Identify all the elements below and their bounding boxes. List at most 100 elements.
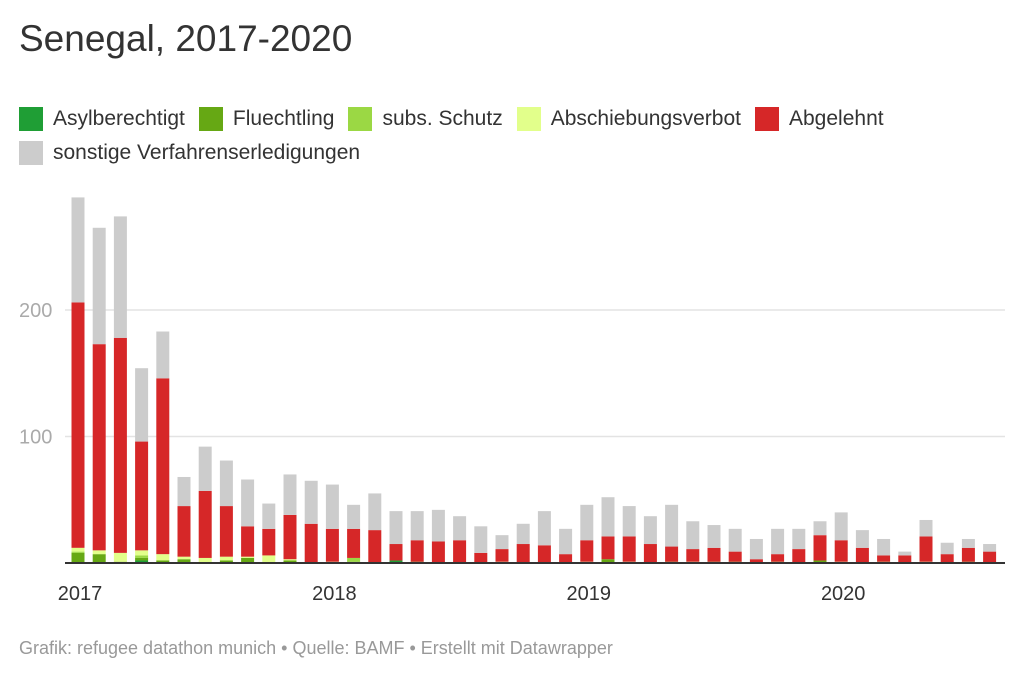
bar-segment: 2020-03 sonstige Verfahrenserledigungen:… — [877, 538, 891, 556]
bar-segment: 2017-08 sonstige Verfahrenserledigungen:… — [219, 460, 233, 507]
bar-segment: 2020-06 Abgelehnt: 7 — [940, 554, 954, 563]
legend-label: subs. Schutz — [382, 106, 503, 130]
bar-segment: 2019-01 Abgelehnt: 17 — [580, 540, 594, 562]
bar-segment: 2020-01 Abgelehnt: 17 — [834, 540, 848, 562]
legend-swatch — [198, 106, 223, 131]
bar-segment: 2017-09 sonstige Verfahrenserledigungen:… — [241, 479, 255, 527]
bar-segment: 2017-01 Abschiebungsverbot: 3 — [71, 547, 85, 552]
bar-segment: 2017-05 sonstige Verfahrenserledigungen:… — [156, 331, 170, 379]
bar-segment: 2018-08 sonstige Verfahrenserledigungen:… — [474, 526, 488, 553]
bar-segment: 2017-01 Fluechtling: 8 — [71, 552, 85, 563]
bar-segment: 2019-03 sonstige Verfahrenserledigungen:… — [622, 506, 636, 537]
bar-segment: 2018-06 sonstige Verfahrenserledigungen:… — [431, 509, 445, 542]
legend-item: Abschiebungsverbot — [516, 102, 741, 135]
bar-segment: 2017-04 sonstige Verfahrenserledigungen:… — [135, 368, 149, 442]
bar-segment: 2017-01 subs. Schutz: 1 — [71, 551, 85, 553]
bar-segment: 2019-11 sonstige Verfahrenserledigungen:… — [792, 528, 806, 550]
bar-segment: 2017-12 Abgelehnt: 31 — [304, 523, 318, 563]
bar-segment: 2018-05 sonstige Verfahrenserledigungen:… — [410, 511, 424, 541]
bar-segment: 2017-11 Fluechtling: 2 — [283, 560, 297, 563]
bar-segment: 2020-07 sonstige Verfahrenserledigungen:… — [961, 538, 975, 548]
bar-segment: 2019-10 sonstige Verfahrenserledigungen:… — [771, 528, 785, 555]
bar-segment: 2017-03 Abgelehnt: 170 — [113, 337, 127, 553]
bar-segment: 2017-02 Fluechtling: 7 — [92, 554, 106, 563]
bar-segment: 2018-12 Abgelehnt: 7 — [559, 554, 573, 563]
bar-segment: 2017-04 Abschiebungsverbot: 4 — [135, 550, 149, 556]
bar-segment: 2017-02 Abgelehnt: 163 — [92, 344, 106, 551]
bar-segment: 2019-12 Fluechtling: 2 — [813, 560, 827, 563]
bar-segment: 2017-11 Abgelehnt: 35 — [283, 514, 297, 560]
bar-segment: 2018-12 sonstige Verfahrenserledigungen:… — [559, 528, 573, 555]
bar-segment: 2017-04 Abgelehnt: 86 — [135, 441, 149, 551]
bar-segment: 2020-01 sonstige Verfahrenserledigungen:… — [834, 512, 848, 541]
bar-segment: 2019-02 sonstige Verfahrenserledigungen:… — [601, 497, 615, 537]
bar-segment: 2019-08 sonstige Verfahrenserledigungen:… — [728, 528, 742, 552]
bar-segment: 2019-09 Abgelehnt: 3 — [749, 559, 763, 563]
bar-segment: 2017-08 Fluechtling: 2 — [219, 560, 233, 563]
bar-segment: 2017-08 Abgelehnt: 40 — [219, 506, 233, 557]
legend-label: sonstige Verfahrenserledigungen — [53, 141, 361, 164]
legend-label: Abgelehnt — [789, 106, 884, 130]
bar-segment: 2017-07 Abschiebungsverbot: 4 — [198, 557, 212, 563]
bar-segment: 2020-04 Abgelehnt: 6 — [898, 555, 912, 563]
legend-item: subs. Schutz — [348, 102, 503, 135]
bar-segment: 2019-08 Abgelehnt: 8 — [728, 551, 742, 562]
bar-segment: 2019-02 Abgelehnt: 18 — [601, 536, 615, 560]
bar-segment: 2019-12 Abgelehnt: 20 — [813, 535, 827, 561]
bar-segment: 2019-02 Fluechtling: 3 — [601, 559, 615, 563]
bar-segment: 2018-04 Abgelehnt: 13 — [389, 544, 403, 561]
bar-segment: 2018-04 Asylberechtigt: 2 — [389, 560, 403, 563]
bar-segment: 2018-01 Abgelehnt: 26 — [325, 528, 339, 562]
bar-segment: 2018-05 Abgelehnt: 17 — [410, 540, 424, 562]
bar-segment: 2020-08 Abgelehnt: 9 — [983, 551, 997, 563]
legend-swatch — [19, 106, 43, 131]
x-tick-label: 2018 — [312, 583, 357, 605]
bar-segment: 2018-02 subs. Schutz: 3 — [347, 557, 361, 562]
bar-segment: 2017-04 Fluechtling: 2 — [135, 557, 149, 561]
bar-segment: 2017-06 Abgelehnt: 40 — [177, 506, 191, 557]
x-tick-label: 2017 — [58, 583, 103, 605]
bar-segment: 2017-08 Abschiebungsverbot: 3 — [219, 556, 233, 561]
bar-segment: 2019-11 Abgelehnt: 11 — [792, 549, 806, 563]
bar-segment: 2018-07 sonstige Verfahrenserledigungen:… — [453, 516, 467, 541]
legend-label: Abschiebungsverbot — [550, 106, 741, 130]
bar-segment: 2018-02 Abgelehnt: 23 — [347, 528, 361, 558]
bar-segment: 2017-06 sonstige Verfahrenserledigungen:… — [177, 476, 191, 507]
bar-segment: 2018-09 Abgelehnt: 10 — [495, 549, 509, 562]
bar-segment: 2017-02 sonstige Verfahrenserledigungen:… — [92, 227, 106, 345]
bar-segment: 2020-02 Abgelehnt: 12 — [855, 547, 869, 563]
bar-segment: 2017-11 Abschiebungsverbot: 1 — [283, 559, 297, 561]
bar-segment: 2018-10 sonstige Verfahrenserledigungen:… — [516, 523, 530, 545]
bar-segment: 2019-06 Abgelehnt: 10 — [686, 549, 700, 562]
legend-swatch — [755, 106, 779, 131]
bar-segment: 2018-11 Abgelehnt: 14 — [537, 545, 551, 563]
bar-segment: 2017-07 sonstige Verfahrenserledigungen:… — [198, 446, 212, 491]
bar-segment: 2020-08 sonstige Verfahrenserledigungen:… — [983, 544, 997, 552]
bar-segment: 2017-12 sonstige Verfahrenserledigungen:… — [304, 480, 318, 524]
bar-segment: 2019-05 sonstige Verfahrenserledigungen:… — [665, 504, 679, 547]
bar-segment: 2017-03 sonstige Verfahrenserledigungen:… — [113, 216, 127, 338]
y-tick-label: 200 — [19, 300, 52, 322]
bar-segment: 2020-06 sonstige Verfahrenserledigungen:… — [940, 542, 954, 555]
bar-segment: 2018-11 sonstige Verfahrenserledigungen:… — [537, 511, 551, 546]
bar-segment: 2017-10 sonstige Verfahrenserledigungen:… — [262, 503, 276, 529]
bar-segment: 2017-09 Abschiebungsverbot: 1 — [241, 556, 255, 558]
bar-segment: 2020-04 sonstige Verfahrenserledigungen:… — [898, 551, 912, 556]
y-tick-label: 100 — [19, 427, 52, 449]
bar-segment: 2019-07 Abgelehnt: 11 — [707, 547, 721, 562]
bar-segment: 2017-11 sonstige Verfahrenserledigungen:… — [283, 474, 297, 515]
legend-item: Fluechtling — [198, 102, 334, 135]
bar-segment: 2017-04 subs. Schutz: 2 — [135, 555, 149, 558]
bar-segment: 2019-06 sonstige Verfahrenserledigungen:… — [686, 521, 700, 550]
bar-segment: 2018-08 Abgelehnt: 8 — [474, 552, 488, 563]
bar-segment: 2019-12 sonstige Verfahrenserledigungen:… — [813, 521, 827, 536]
bar-segment: 2020-05 Abgelehnt: 20 — [919, 536, 933, 562]
bar-segment: 2017-03 Abschiebungsverbot: 7 — [113, 552, 127, 562]
bar-segment: 2017-06 Fluechtling: 3 — [177, 559, 191, 563]
bar-segment: 2017-01 Abgelehnt: 194 — [71, 302, 85, 548]
bar-segment: 2018-01 sonstige Verfahrenserledigungen:… — [325, 484, 339, 529]
bar-segment: 2018-07 Abgelehnt: 18 — [453, 540, 467, 563]
bar-segment: 2017-05 Abschiebungsverbot: 5 — [156, 554, 170, 561]
bar-segment: 2020-02 sonstige Verfahrenserledigungen:… — [855, 530, 869, 548]
